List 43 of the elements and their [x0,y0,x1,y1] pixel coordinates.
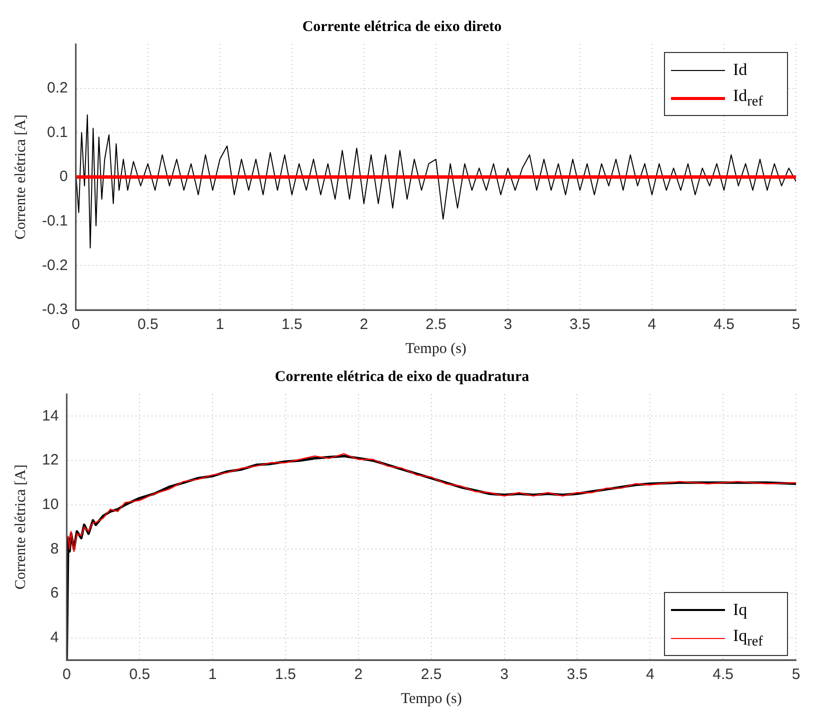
y-tick-label: 6 [50,584,59,602]
y-axis-title: Corrente elétrica [A] [12,114,29,240]
x-tick-label: 4 [648,316,656,334]
y-tick-label: 12 [42,452,59,469]
x-tick-label: 3 [504,316,512,334]
legend-label: Iq [733,600,748,620]
x-tick-label: 1 [216,316,224,334]
y-tick-label: 14 [42,407,59,424]
x-axis-title: Tempo (s) [400,690,462,707]
x-tick-label: 3.5 [566,666,588,684]
y-tick-label: -0.3 [42,301,68,318]
x-tick-label: 1 [208,666,217,684]
chart-title: Corrente elétrica de eixo de quadratura [274,368,530,385]
y-tick-label: 0.2 [46,79,68,96]
x-tick-label: 4 [646,666,654,684]
y-tick-label: 0.1 [46,124,68,141]
x-tick-label: 3.5 [570,316,590,334]
y-axis-title: Corrente elétrica [A] [12,464,29,590]
y-tick-label: -0.2 [42,256,68,274]
x-tick-label: 2.5 [425,316,446,334]
chart-title: Corrente elétrica de eixo direto [302,18,502,35]
y-tick-label: 4 [50,628,59,646]
x-tick-label: 0 [72,316,80,334]
y-tick-label: 10 [42,496,59,513]
x-tick-label: 3 [500,666,508,684]
x-tick-label: 2.5 [420,666,442,684]
y-tick-label: 0 [60,168,68,186]
legend-label: Iq$_{ref}$ [733,626,763,650]
x-tick-label: 2 [354,666,363,684]
x-tick-label: 1.5 [275,666,296,684]
x-axis-title: Tempo (s) [405,340,466,357]
x-tick-label: 0.5 [137,316,158,334]
x-tick-label: 0.5 [129,666,150,684]
y-tick-label: 8 [50,540,59,558]
legend-label: Id$_{ref}$ [733,86,763,110]
x-tick-label: 1.5 [281,316,302,334]
x-tick-label: 4.5 [712,666,734,684]
legend-label: Id [733,60,748,80]
x-tick-label: 5 [792,666,800,684]
x-tick-label: 5 [792,316,800,334]
y-tick-label: -0.1 [42,212,68,230]
x-tick-label: 4.5 [714,316,734,334]
x-tick-label: 2 [360,316,368,334]
